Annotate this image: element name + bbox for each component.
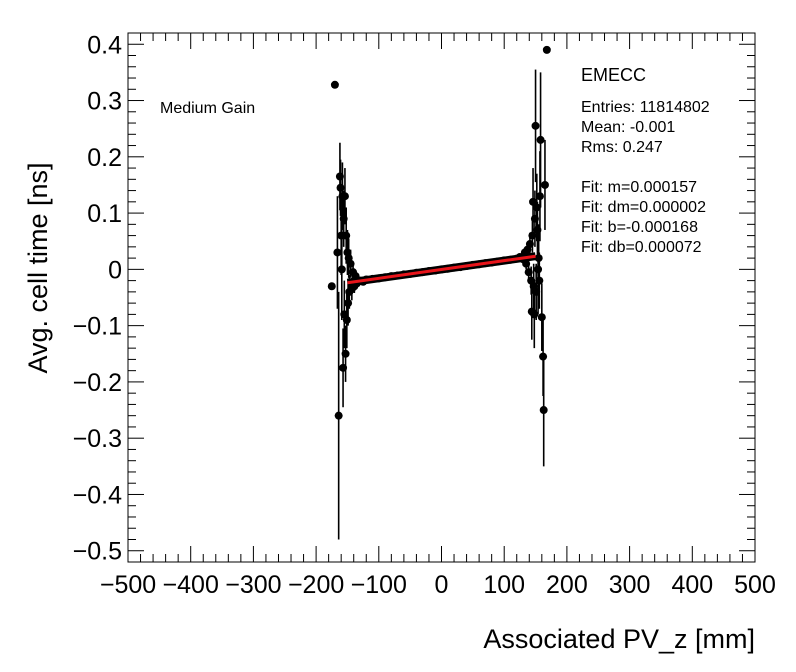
data-point — [540, 180, 549, 189]
data-point — [537, 313, 546, 322]
fit-m: Fit: m=0.000157 — [581, 179, 697, 196]
data-point — [524, 268, 533, 277]
data-point — [341, 349, 350, 358]
data-point — [342, 231, 351, 240]
gain-label: Medium Gain — [160, 100, 255, 117]
data-point — [530, 214, 539, 223]
tick-labels: −500 −400 −300 −200 −100 0 100 200 300 400 500 −0.5… — [73, 31, 776, 599]
stats-rms: Rms: 0.247 — [581, 139, 663, 156]
y-axis-title: Avg. cell time [ns] — [23, 162, 53, 373]
y-tick-label: −0.4 — [73, 481, 122, 509]
error-bars — [336, 69, 546, 540]
data-point — [539, 406, 548, 415]
stats-title: EMECC — [581, 65, 646, 85]
y-tick-label: −0.3 — [73, 425, 122, 453]
x-tick-label: 100 — [483, 571, 525, 599]
x-tick-label: −500 — [100, 571, 156, 599]
data-point — [532, 287, 541, 296]
x-tick-label: −200 — [288, 571, 344, 599]
y-tick-label: −0.5 — [73, 538, 122, 566]
data-point — [532, 203, 541, 212]
fit-b: Fit: b=-0.000168 — [581, 219, 698, 236]
data-point — [542, 45, 551, 54]
data-point — [327, 282, 336, 291]
x-tick-label: 400 — [671, 571, 713, 599]
data-point — [337, 265, 346, 274]
fit-dm: Fit: dm=0.000002 — [581, 199, 706, 216]
data-point — [340, 192, 349, 201]
axis-ticks — [127, 32, 756, 563]
data-point — [535, 192, 544, 201]
x-tick-label: 200 — [546, 571, 588, 599]
data-point — [529, 197, 538, 206]
data-point — [339, 363, 348, 372]
y-tick-label: −0.2 — [73, 369, 122, 397]
x-tick-label: 0 — [435, 571, 449, 599]
x-tick-label: 300 — [609, 571, 651, 599]
x-tick-label: −400 — [163, 571, 219, 599]
data-point — [330, 80, 339, 89]
y-tick-label: 0.1 — [87, 200, 122, 228]
data-point — [342, 316, 351, 325]
stats-mean: Mean: -0.001 — [581, 119, 675, 136]
data-point — [528, 231, 537, 240]
data-point — [333, 248, 342, 257]
data-point — [536, 135, 545, 144]
data-point — [539, 352, 548, 361]
data-point — [344, 299, 353, 308]
data-point — [533, 225, 542, 234]
x-axis-title: Associated PV_z [mm] — [483, 624, 755, 654]
y-tick-label: 0 — [108, 256, 122, 284]
data-point — [334, 411, 343, 420]
y-tick-label: 0.2 — [87, 144, 122, 172]
data-point — [525, 240, 534, 249]
data-point — [531, 121, 540, 130]
x-tick-label: 500 — [734, 571, 776, 599]
data-points — [327, 45, 551, 420]
data-point — [346, 259, 355, 268]
fit-layer — [346, 252, 537, 287]
y-tick-label: 0.3 — [87, 88, 122, 116]
data-point — [339, 214, 348, 223]
data-point — [530, 310, 539, 319]
x-tick-label: −100 — [351, 571, 407, 599]
stats-entries: Entries: 11814802 — [581, 99, 710, 116]
data-point — [535, 276, 544, 285]
fit-line — [347, 254, 536, 285]
data-point — [336, 183, 345, 192]
data-point — [534, 254, 543, 263]
fit-db: Fit: db=0.000072 — [581, 239, 702, 256]
y-tick-label: 0.4 — [87, 31, 122, 59]
data-point — [534, 265, 543, 274]
y-tick-label: −0.1 — [73, 313, 122, 341]
x-tick-label: −300 — [225, 571, 281, 599]
data-point — [335, 172, 344, 181]
